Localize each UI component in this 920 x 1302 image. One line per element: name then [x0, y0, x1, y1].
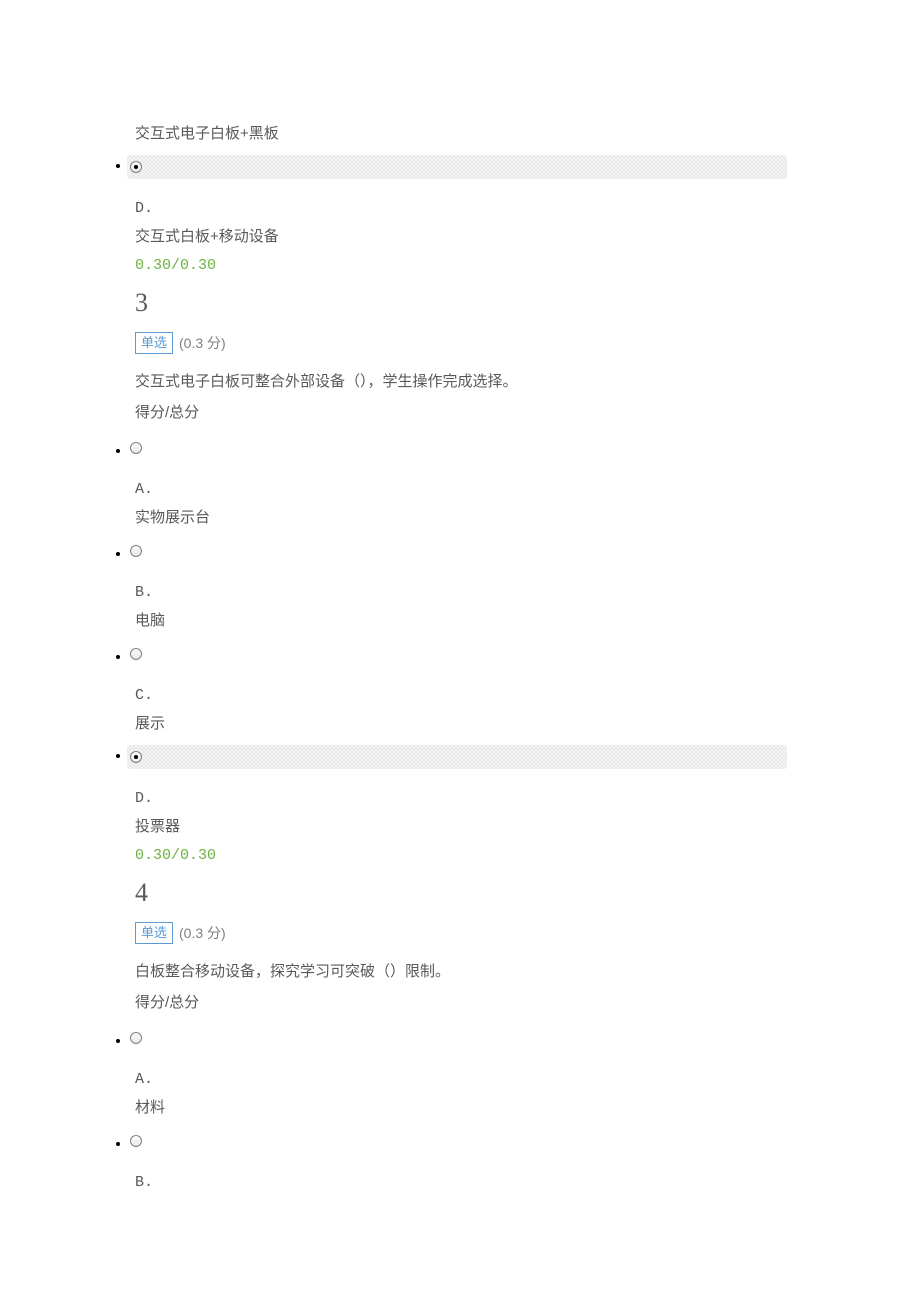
option-item-b — [130, 533, 920, 569]
single-choice-tag: 单选 — [135, 332, 173, 354]
option-b-block: B. — [135, 1169, 920, 1198]
quiz-page: 交互式电子白板+黑板 D. 交互式白板+移动设备 0.30/0.30 3 单选 … — [0, 0, 920, 1237]
points-label: (0.3 分) — [179, 923, 226, 943]
option-d-block: D. 交互式白板+移动设备 0.30/0.30 — [135, 195, 920, 281]
option-letter: B. — [135, 579, 920, 608]
tag-row: 单选 (0.3 分) — [135, 922, 920, 944]
option-text: 展示 — [135, 710, 920, 739]
score-header: 得分/总分 — [135, 989, 920, 1016]
option-item-a — [130, 430, 920, 466]
points-label: (0.3 分) — [179, 333, 226, 353]
radio-unchecked-icon[interactable] — [130, 442, 142, 454]
option-text: 实物展示台 — [135, 504, 920, 533]
option-item-d — [130, 739, 920, 775]
option-b-block: B. 电脑 — [135, 579, 920, 636]
score-value: 0.30/0.30 — [135, 252, 920, 281]
option-letter: A. — [135, 476, 920, 505]
score-header: 得分/总分 — [135, 399, 920, 426]
radio-unchecked-icon[interactable] — [130, 648, 142, 660]
question-stem: 白板整合移动设备，探究学习可突破（）限制。 — [135, 958, 920, 985]
option-text: 材料 — [135, 1094, 920, 1123]
radio-row[interactable] — [130, 539, 920, 563]
option-text: 交互式白板+移动设备 — [135, 223, 920, 252]
radio-row[interactable] — [130, 1129, 920, 1153]
option-item-d — [130, 149, 920, 185]
option-a-block: A. 实物展示台 — [135, 476, 920, 533]
prev-option-text: 交互式电子白板+黑板 — [135, 120, 920, 149]
radio-row-selected[interactable] — [127, 745, 787, 769]
option-d-block: D. 投票器 0.30/0.30 — [135, 785, 920, 871]
option-letter: D. — [135, 195, 920, 224]
option-item-b — [130, 1123, 920, 1159]
question-number: 3 — [135, 288, 920, 318]
tag-row: 单选 (0.3 分) — [135, 332, 920, 354]
radio-unchecked-icon[interactable] — [130, 1032, 142, 1044]
single-choice-tag: 单选 — [135, 922, 173, 944]
radio-row[interactable] — [130, 642, 920, 666]
radio-checked-icon[interactable] — [130, 751, 142, 763]
option-letter: B. — [135, 1169, 920, 1198]
option-c-block: C. 展示 — [135, 682, 920, 739]
radio-row[interactable] — [130, 436, 920, 460]
option-letter: A. — [135, 1066, 920, 1095]
question-stem: 交互式电子白板可整合外部设备（），学生操作完成选择。 — [135, 368, 920, 395]
option-letter: C. — [135, 682, 920, 711]
radio-unchecked-icon[interactable] — [130, 1135, 142, 1147]
radio-row-selected[interactable] — [127, 155, 787, 179]
option-letter: D. — [135, 785, 920, 814]
radio-row[interactable] — [130, 1026, 920, 1050]
radio-unchecked-icon[interactable] — [130, 545, 142, 557]
option-text: 电脑 — [135, 607, 920, 636]
option-item-a — [130, 1020, 920, 1056]
option-item-c — [130, 636, 920, 672]
option-a-block: A. 材料 — [135, 1066, 920, 1123]
question-number: 4 — [135, 878, 920, 908]
score-value: 0.30/0.30 — [135, 842, 920, 871]
option-text: 投票器 — [135, 813, 920, 842]
radio-checked-icon[interactable] — [130, 161, 142, 173]
